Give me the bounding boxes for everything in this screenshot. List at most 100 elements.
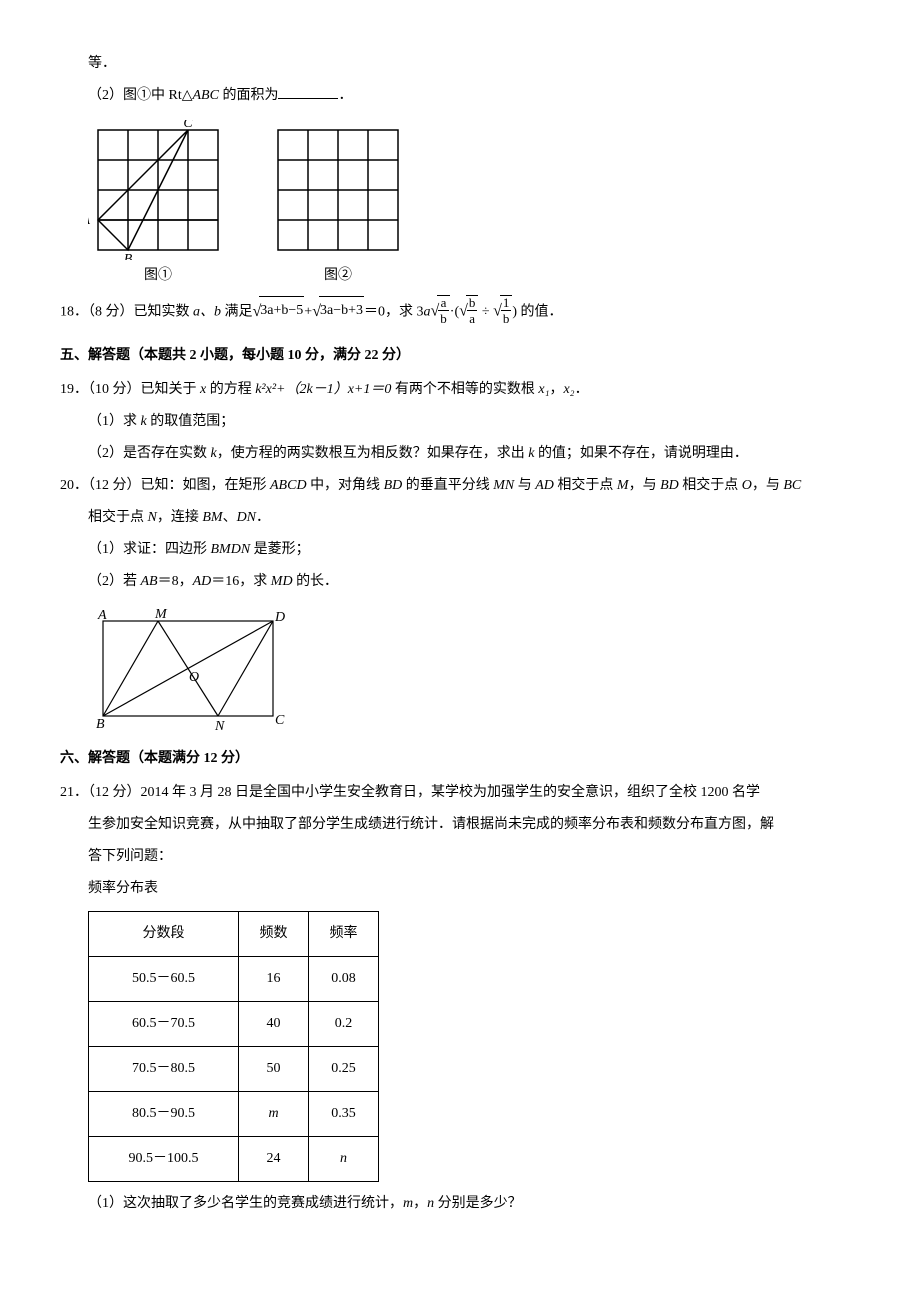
- fig2-block: 图②: [268, 120, 408, 290]
- cell: 0.08: [309, 956, 379, 1001]
- cell: 50.5－60.5: [89, 956, 239, 1001]
- q19-end: ．: [575, 382, 589, 397]
- q20-ab: AB: [141, 574, 158, 589]
- cell: 80.5－90.5: [89, 1091, 239, 1136]
- q20-bd2: BD: [660, 478, 679, 493]
- q18: 18．（8 分）已知实数 a、b 满足√3a+b−5+√3a−b+3＝0，求 3…: [60, 295, 860, 328]
- cell: 0.25: [309, 1046, 379, 1091]
- q20-p1: （1）求证：四边形 BMDN 是菱形；: [88, 536, 860, 564]
- q20-l2b: ，连接: [157, 510, 203, 525]
- section5-title: 五、解答题（本题共 2 小题，每小题 10 分，满分 22 分）: [60, 342, 860, 370]
- q18-close: ) 的值．: [512, 305, 562, 320]
- cell-n: n: [309, 1136, 379, 1181]
- q19-l1: 19．（10 分）已知关于 x 的方程 k²x²+（2k－1）x+1＝0 有两个…: [60, 376, 860, 404]
- q18-sat: 满足: [221, 305, 253, 320]
- q20-p2a: （2）若: [88, 574, 141, 589]
- cell: 0.2: [309, 1001, 379, 1046]
- q17-p2-pre: （2）图①中 Rt△: [88, 88, 193, 103]
- table-row: 50.5－60.5160.08: [89, 956, 379, 1001]
- q17-cont: 等．: [88, 50, 860, 78]
- fig2-label: 图②: [324, 262, 352, 290]
- cell: 0.35: [309, 1091, 379, 1136]
- q20-l1c: 的垂直平分线: [402, 478, 493, 493]
- table-row: 70.5－80.5500.25: [89, 1046, 379, 1091]
- q20-l1d: 与: [514, 478, 535, 493]
- q20-p2c: ＝16，求: [211, 574, 271, 589]
- sqrt-frac3: √1b: [493, 295, 512, 328]
- q20-l1a: 20．（12 分）已知：如图，在矩形: [60, 478, 270, 493]
- q18-ab: a、b: [193, 305, 221, 320]
- q20-md: MD: [271, 574, 293, 589]
- q19-p2a: （2）是否存在实数: [88, 446, 211, 461]
- svg-text:O: O: [189, 670, 199, 685]
- th-range: 分数段: [89, 911, 239, 956]
- q18-eq: ＝0，求 3: [364, 305, 424, 320]
- table-row: 60.5－70.5400.2: [89, 1001, 379, 1046]
- fig1-block: C A B 图①: [88, 120, 228, 290]
- q21-l2: 生参加安全知识竞赛，从中抽取了部分学生成绩进行统计．请根据尚未完成的频率分布表和…: [88, 811, 860, 839]
- svg-text:C: C: [275, 713, 285, 728]
- q20-m: M: [617, 478, 629, 493]
- q21-tbl-title: 频率分布表: [88, 875, 860, 903]
- svg-text:A: A: [97, 608, 107, 623]
- q20-l2: 相交于点 N，连接 BM、DN．: [88, 504, 860, 532]
- q21-p1a: （1）这次抽取了多少名学生的竞赛成绩进行统计，: [88, 1196, 403, 1211]
- q19-t1: 的方程: [206, 382, 255, 397]
- q21-l3: 答下列问题：: [88, 843, 860, 871]
- q20-bd1: BD: [384, 478, 403, 493]
- frequency-table: 分数段 频数 频率 50.5－60.5160.08 60.5－70.5400.2…: [88, 911, 379, 1182]
- q20-l1f: ，与: [629, 478, 661, 493]
- fig1-label: 图①: [144, 262, 172, 290]
- q20-l1g: 相交于点: [679, 478, 742, 493]
- q19-num: 19．（10 分）已知关于: [60, 382, 200, 397]
- cell: 16: [239, 956, 309, 1001]
- q21-p1b: ，: [413, 1196, 427, 1211]
- q21-m: m: [403, 1196, 413, 1211]
- q18-plus: +: [304, 305, 312, 320]
- blank-area: [278, 85, 338, 99]
- q20-o: O: [742, 478, 752, 493]
- cell: 90.5－100.5: [89, 1136, 239, 1181]
- svg-text:M: M: [154, 607, 168, 622]
- svg-text:B: B: [96, 717, 105, 731]
- q20-l2d: ．: [256, 510, 270, 525]
- sqrt-frac1: √ab: [431, 295, 450, 328]
- q21-l1: 21．（12 分）2014 年 3 月 28 日是全国中小学生安全教育日，某学校…: [60, 779, 860, 807]
- q18-div: ÷: [478, 305, 493, 320]
- svg-text:B: B: [124, 252, 133, 260]
- th-rate: 频率: [309, 911, 379, 956]
- q19-x2: x₂: [563, 382, 574, 397]
- q20-l2a: 相交于点: [88, 510, 148, 525]
- cell: 60.5－70.5: [89, 1001, 239, 1046]
- q20-l2c: 、: [223, 510, 237, 525]
- cell: 40: [239, 1001, 309, 1046]
- q20-ad2: AD: [193, 574, 212, 589]
- grid-figure-1: C A B: [88, 120, 228, 260]
- q20-l1h: ，与: [752, 478, 784, 493]
- q19-p2b: ，使方程的两实数根互为相反数？如果存在，求出: [217, 446, 529, 461]
- q20-dn: DN: [237, 510, 256, 525]
- q20-p2: （2）若 AB＝8，AD＝16，求 MD 的长．: [88, 568, 860, 596]
- q17-abc: ABC: [193, 88, 219, 103]
- q20-figure: A M D B N C O: [88, 606, 860, 731]
- q19-p2: （2）是否存在实数 k，使方程的两实数根互为相反数？如果存在，求出 k 的值；如…: [88, 440, 860, 468]
- svg-text:C: C: [183, 120, 193, 131]
- table-header-row: 分数段 频数 频率: [89, 911, 379, 956]
- table-row: 90.5－100.524n: [89, 1136, 379, 1181]
- sqrt-frac2: √ba: [459, 295, 478, 328]
- q20-bmdn: BMDN: [211, 542, 251, 557]
- q17-p2-suf: 的面积为: [219, 88, 279, 103]
- q19-c: ，: [549, 382, 563, 397]
- q20-bm: BM: [202, 510, 222, 525]
- q21-p1c: 分别是多少？: [434, 1196, 522, 1211]
- q19-x1: x₁: [538, 382, 549, 397]
- cell: 50: [239, 1046, 309, 1091]
- q21-p1: （1）这次抽取了多少名学生的竞赛成绩进行统计，m，n 分别是多少？: [88, 1190, 860, 1218]
- q20-l1: 20．（12 分）已知：如图，在矩形 ABCD 中，对角线 BD 的垂直平分线 …: [60, 472, 860, 500]
- svg-text:D: D: [274, 610, 285, 625]
- q20-mn: MN: [493, 478, 514, 493]
- q20-l1b: 中，对角线: [307, 478, 384, 493]
- cell: 24: [239, 1136, 309, 1181]
- svg-text:N: N: [214, 719, 225, 731]
- rect-figure: A M D B N C O: [88, 606, 288, 731]
